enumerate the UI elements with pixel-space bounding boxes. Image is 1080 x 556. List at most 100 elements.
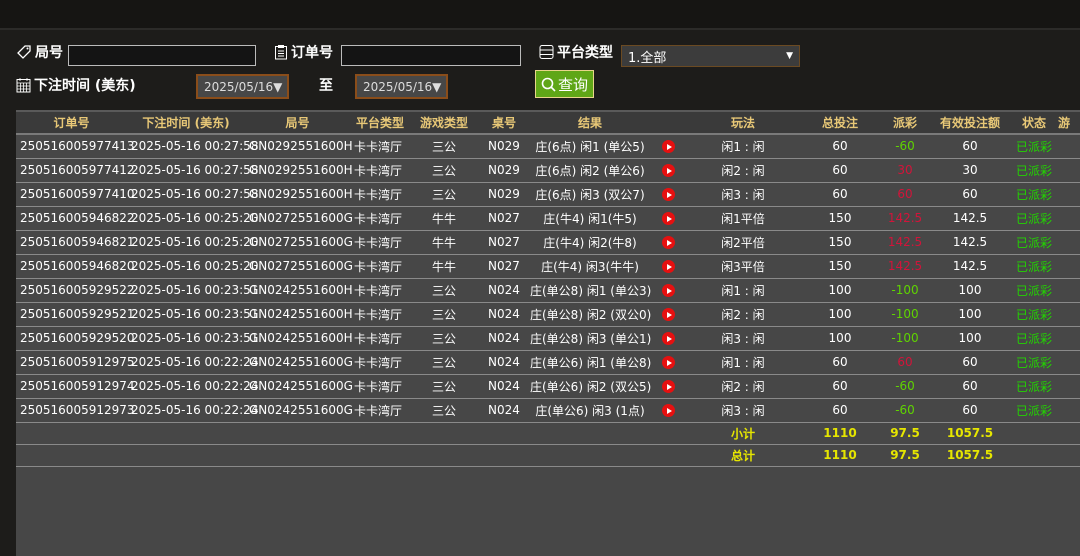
cell-table-no: N029 bbox=[478, 158, 530, 183]
cell-game-more bbox=[1058, 134, 1080, 159]
cell-game-type: 牛牛 bbox=[410, 254, 478, 279]
cell-bet-type: 闲3 : 闲 bbox=[686, 326, 800, 351]
table-row[interactable]: 250516005912973 2025-05-16 00:22:24 GN0242… bbox=[16, 398, 1080, 423]
round-input[interactable] bbox=[68, 45, 256, 66]
play-video-icon[interactable] bbox=[661, 404, 675, 417]
play-video-icon[interactable] bbox=[661, 308, 675, 321]
column-header-order-no: 订单号 bbox=[16, 112, 127, 135]
cell-round-no: GN0292551600H bbox=[245, 134, 353, 159]
total-cell: 总计 bbox=[686, 444, 800, 467]
table-row[interactable]: 250516005946822 2025-05-16 00:25:20 GN0272… bbox=[16, 206, 1080, 231]
table-row[interactable]: 250516005929521 2025-05-16 00:23:51 GN0242… bbox=[16, 302, 1080, 327]
play-video-icon[interactable] bbox=[661, 140, 675, 154]
cell-payout: 60 bbox=[880, 182, 930, 207]
cell-valid-bet: 60 bbox=[930, 398, 1010, 423]
table-row[interactable]: 250516005977413 2025-05-16 00:27:58 GN0292… bbox=[16, 134, 1080, 159]
table-row[interactable]: 250516005977410 2025-05-16 00:27:58 GN0292… bbox=[16, 182, 1080, 207]
cell-total-bet: 60 bbox=[800, 134, 880, 159]
play-video-icon[interactable] bbox=[661, 188, 675, 201]
cell-replay bbox=[650, 374, 686, 399]
order-label: 订单号 bbox=[274, 42, 333, 62]
cell-table-no: N024 bbox=[478, 350, 530, 375]
cell-result: 庄(6点) 闲1 (单公5) bbox=[530, 134, 650, 159]
cell-bet-time: 2025-05-16 00:23:51 bbox=[127, 302, 258, 327]
calendar-icon bbox=[16, 78, 31, 93]
cell-payout: -100 bbox=[880, 302, 930, 327]
cell-game-more bbox=[1058, 206, 1080, 231]
table-row[interactable]: 250516005929522 2025-05-16 00:23:51 GN0242… bbox=[16, 278, 1080, 303]
cell-replay bbox=[650, 230, 686, 255]
cell-game-more bbox=[1058, 326, 1080, 351]
cell-payout: -60 bbox=[880, 374, 930, 399]
cell-order-no: 250516005946821 bbox=[16, 230, 135, 255]
table-row[interactable]: 250516005977412 2025-05-16 00:27:58 GN0292… bbox=[16, 158, 1080, 183]
cell-platform: 卡卡湾厅 bbox=[350, 230, 410, 255]
cell-platform: 卡卡湾厅 bbox=[350, 158, 410, 183]
play-video-icon[interactable] bbox=[661, 164, 675, 177]
cell-bet-time: 2025-05-16 00:23:51 bbox=[127, 278, 258, 303]
cell-bet-type: 闲1 : 闲 bbox=[686, 350, 800, 375]
total-row: 总计 1110 97.5 1057.5 bbox=[16, 444, 1080, 467]
table-row[interactable]: 250516005912974 2025-05-16 00:22:24 GN0242… bbox=[16, 374, 1080, 399]
cell-table-no: N024 bbox=[478, 278, 530, 303]
play-video-icon[interactable] bbox=[661, 380, 675, 393]
cell-total-bet: 100 bbox=[800, 278, 880, 303]
cell-payout: -60 bbox=[880, 134, 930, 159]
cell-table-no: N029 bbox=[478, 134, 530, 159]
cell-status: 已派彩 bbox=[1010, 158, 1058, 183]
cell-bet-type: 闲2平倍 bbox=[686, 230, 800, 255]
platform-select[interactable]: 1.全部 ▼ bbox=[621, 45, 800, 67]
cell-game-more bbox=[1058, 350, 1080, 375]
cell-status: 已派彩 bbox=[1010, 230, 1058, 255]
query-button[interactable]: 查询 bbox=[535, 70, 594, 98]
date-from-picker[interactable]: 2025/05/16▼ bbox=[196, 74, 289, 99]
subtotal-cell bbox=[410, 422, 478, 445]
cell-total-bet: 100 bbox=[800, 302, 880, 327]
total-cell: 1110 bbox=[800, 444, 880, 467]
table-row[interactable]: 250516005946821 2025-05-16 00:25:20 GN0272… bbox=[16, 230, 1080, 255]
play-video-icon[interactable] bbox=[661, 284, 675, 297]
cell-platform: 卡卡湾厅 bbox=[350, 182, 410, 207]
cell-game-type: 三公 bbox=[410, 158, 478, 183]
cell-replay bbox=[650, 182, 686, 207]
cell-total-bet: 60 bbox=[800, 182, 880, 207]
cell-round-no: GN0242551600H bbox=[245, 326, 353, 351]
cell-result: 庄(单公8) 闲1 (单公3) bbox=[530, 278, 651, 303]
date-to-picker[interactable]: 2025/05/16▼ bbox=[355, 74, 448, 99]
cell-status: 已派彩 bbox=[1010, 350, 1058, 375]
cell-bet-time: 2025-05-16 00:22:24 bbox=[127, 374, 258, 399]
cell-table-no: N024 bbox=[478, 374, 530, 399]
cell-bet-type: 闲3 : 闲 bbox=[686, 182, 800, 207]
play-video-icon[interactable] bbox=[661, 332, 675, 345]
cell-total-bet: 150 bbox=[800, 230, 880, 255]
table-row[interactable]: 250516005912975 2025-05-16 00:22:24 GN0242… bbox=[16, 350, 1080, 375]
cell-status: 已派彩 bbox=[1010, 278, 1058, 303]
cell-platform: 卡卡湾厅 bbox=[350, 350, 410, 375]
subtotal-cell bbox=[1058, 422, 1080, 445]
cell-game-more bbox=[1058, 254, 1080, 279]
cell-game-more bbox=[1058, 182, 1080, 207]
cell-round-no: GN0242551600G bbox=[245, 350, 353, 375]
table-row[interactable]: 250516005929520 2025-05-16 00:23:51 GN0242… bbox=[16, 326, 1080, 351]
cell-game-more bbox=[1058, 230, 1080, 255]
cell-result: 庄(6点) 闲2 (单公6) bbox=[530, 158, 650, 183]
database-icon bbox=[539, 45, 554, 59]
cell-round-no: GN0272551600G bbox=[245, 230, 353, 255]
cell-status: 已派彩 bbox=[1010, 182, 1058, 207]
cell-platform: 卡卡湾厅 bbox=[350, 326, 410, 351]
cell-valid-bet: 60 bbox=[930, 134, 1010, 159]
cell-order-no: 250516005929520 bbox=[16, 326, 135, 351]
cell-game-type: 三公 bbox=[410, 326, 478, 351]
cell-game-type: 三公 bbox=[410, 182, 478, 207]
play-video-icon[interactable] bbox=[661, 212, 675, 225]
play-video-icon[interactable] bbox=[661, 236, 675, 249]
cell-platform: 卡卡湾厅 bbox=[350, 398, 410, 423]
cell-result: 庄(牛4) 闲3(牛牛) bbox=[530, 254, 650, 279]
order-input[interactable] bbox=[341, 45, 521, 66]
play-video-icon[interactable] bbox=[661, 356, 675, 369]
cell-table-no: N027 bbox=[478, 230, 530, 255]
column-header-replay bbox=[650, 112, 686, 135]
play-video-icon[interactable] bbox=[661, 260, 675, 273]
table-row[interactable]: 250516005946820 2025-05-16 00:25:20 GN0272… bbox=[16, 254, 1080, 279]
subtotal-cell: 1110 bbox=[800, 422, 880, 445]
